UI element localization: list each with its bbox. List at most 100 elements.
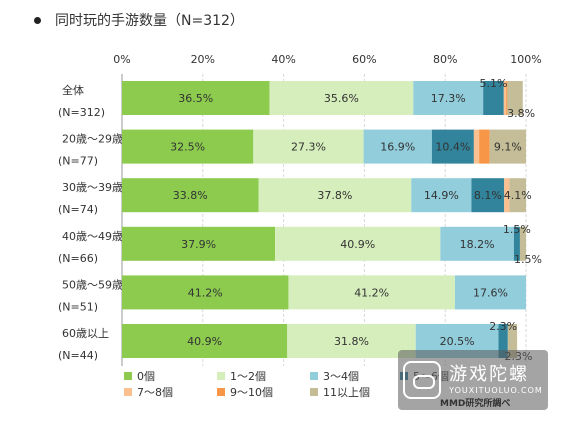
watermark-url: YOUXITUOLUO.COM [449,386,543,395]
bar-segment [411,178,472,213]
data-label: 17.6% [473,286,508,299]
bar-segment [513,226,520,261]
bar-segment [122,81,270,115]
category-label: 20歳～29歳 [62,133,123,146]
data-label: 8.1% [474,189,502,202]
data-label: 18.2% [460,238,495,251]
category-label: 30歳～39歳 [62,181,123,194]
legend-label: 3～4個 [323,370,359,383]
data-label: 27.3% [291,141,326,154]
category-layer: 全体 (N=312) 20歳～29歳 (N=77) 30歳～39歳 (N=74) 40歳～4… [58,83,123,362]
bar-segment [483,81,504,115]
x-tick-label: 20% [191,53,215,66]
bar-segment [413,81,484,115]
bar-segment [489,129,526,164]
bar-segment [473,129,480,164]
bar-segment [507,324,518,358]
category-label: 40歳～49歳 [62,230,123,243]
legend-swatch [310,388,318,396]
data-label: 32.5% [170,141,205,154]
data-label: 37.9% [181,238,216,251]
watermark: 游戏陀螺 YOUXITUOLUO.COM [398,350,548,410]
bar-segment [454,275,526,310]
data-label: 10.4% [435,141,470,154]
data-label: 20.5% [440,335,475,348]
bar-segment [288,275,455,310]
bar-segment [498,324,508,358]
bar-segment [122,324,288,358]
bar-segment [122,129,254,164]
data-label-layer: 36.5% 35.6% 17.3% 5.1% 3.8% 32.5% 27.3% 16.9% 10… [170,77,542,363]
legend-swatch [310,372,318,380]
data-label: 3.8% [507,107,535,120]
data-label: 9.1% [494,141,522,154]
bar-segment [506,81,508,115]
bar-segment [122,178,259,213]
legend-swatch [124,388,132,396]
data-label: 40.9% [187,335,222,348]
grid-layer [121,74,527,366]
data-label: 37.8% [317,189,352,202]
data-label: 1.5% [514,253,542,266]
x-tick-label: 40% [271,53,295,66]
category-sublabel: (N=312) [58,106,105,119]
data-label: 5.1% [480,77,508,90]
bar-segment [509,178,526,213]
data-label: 40.9% [340,238,375,251]
bar-segment [122,226,276,261]
data-label: 14.9% [424,189,459,202]
category-sublabel: (N=66) [58,252,98,265]
legend-label: 7～8個 [137,386,173,399]
bar-segment [504,178,510,213]
bar-segment [287,324,416,358]
bar-segment [440,226,514,261]
bar-segment [269,81,414,115]
watermark-logo-icon [403,361,442,399]
bar-segment [258,178,412,213]
chart-title: 同时玩的手游数量（N=312） [55,13,244,29]
bar-segment [363,129,432,164]
bar-layer [122,81,526,358]
data-label: 31.8% [334,335,369,348]
legend-swatch [217,372,225,380]
data-label: 41.2% [188,286,223,299]
category-sublabel: (N=77) [58,155,98,168]
legend-label: 11以上個 [323,386,370,399]
category-label: 60歳以上 [62,327,109,340]
bar-segment [275,226,441,261]
legend-label: 0個 [137,370,155,383]
data-label: 35.6% [324,92,359,105]
legend-swatch [124,372,132,380]
source-note: MMD研究所調べ [440,399,511,409]
legend-swatch [217,388,225,396]
data-label: 33.8% [173,189,208,202]
bar-segment [479,129,490,164]
bar-segment [431,129,474,164]
category-sublabel: (N=51) [58,300,98,313]
bar-segment [253,129,364,164]
category-sublabel: (N=44) [58,349,98,362]
chart-title-row: 同时玩的手游数量（N=312） [34,10,244,30]
legend-label: 9～10個 [230,386,273,399]
x-tick-label: 60% [352,53,376,66]
data-label: 41.2% [354,286,389,299]
title-bullet-icon [34,16,41,24]
bar-segment [471,178,505,213]
x-tick-label: 80% [433,53,457,66]
bar-segment [519,226,526,261]
x-tick-label: 100% [510,53,541,66]
tick-layer: 0% 20% 40% 60% 80% 100% [113,53,541,66]
data-label: 16.9% [380,141,415,154]
legend-label: 1～2個 [230,370,266,383]
bar-segment [507,81,523,115]
data-label: 36.5% [178,92,213,105]
bar-segment [503,81,507,115]
x-tick-label: 0% [113,53,130,66]
data-label: 1.5% [503,223,531,236]
category-sublabel: (N=74) [58,203,98,216]
data-label: 4.1% [504,189,532,202]
data-label: 2.3% [489,320,517,333]
